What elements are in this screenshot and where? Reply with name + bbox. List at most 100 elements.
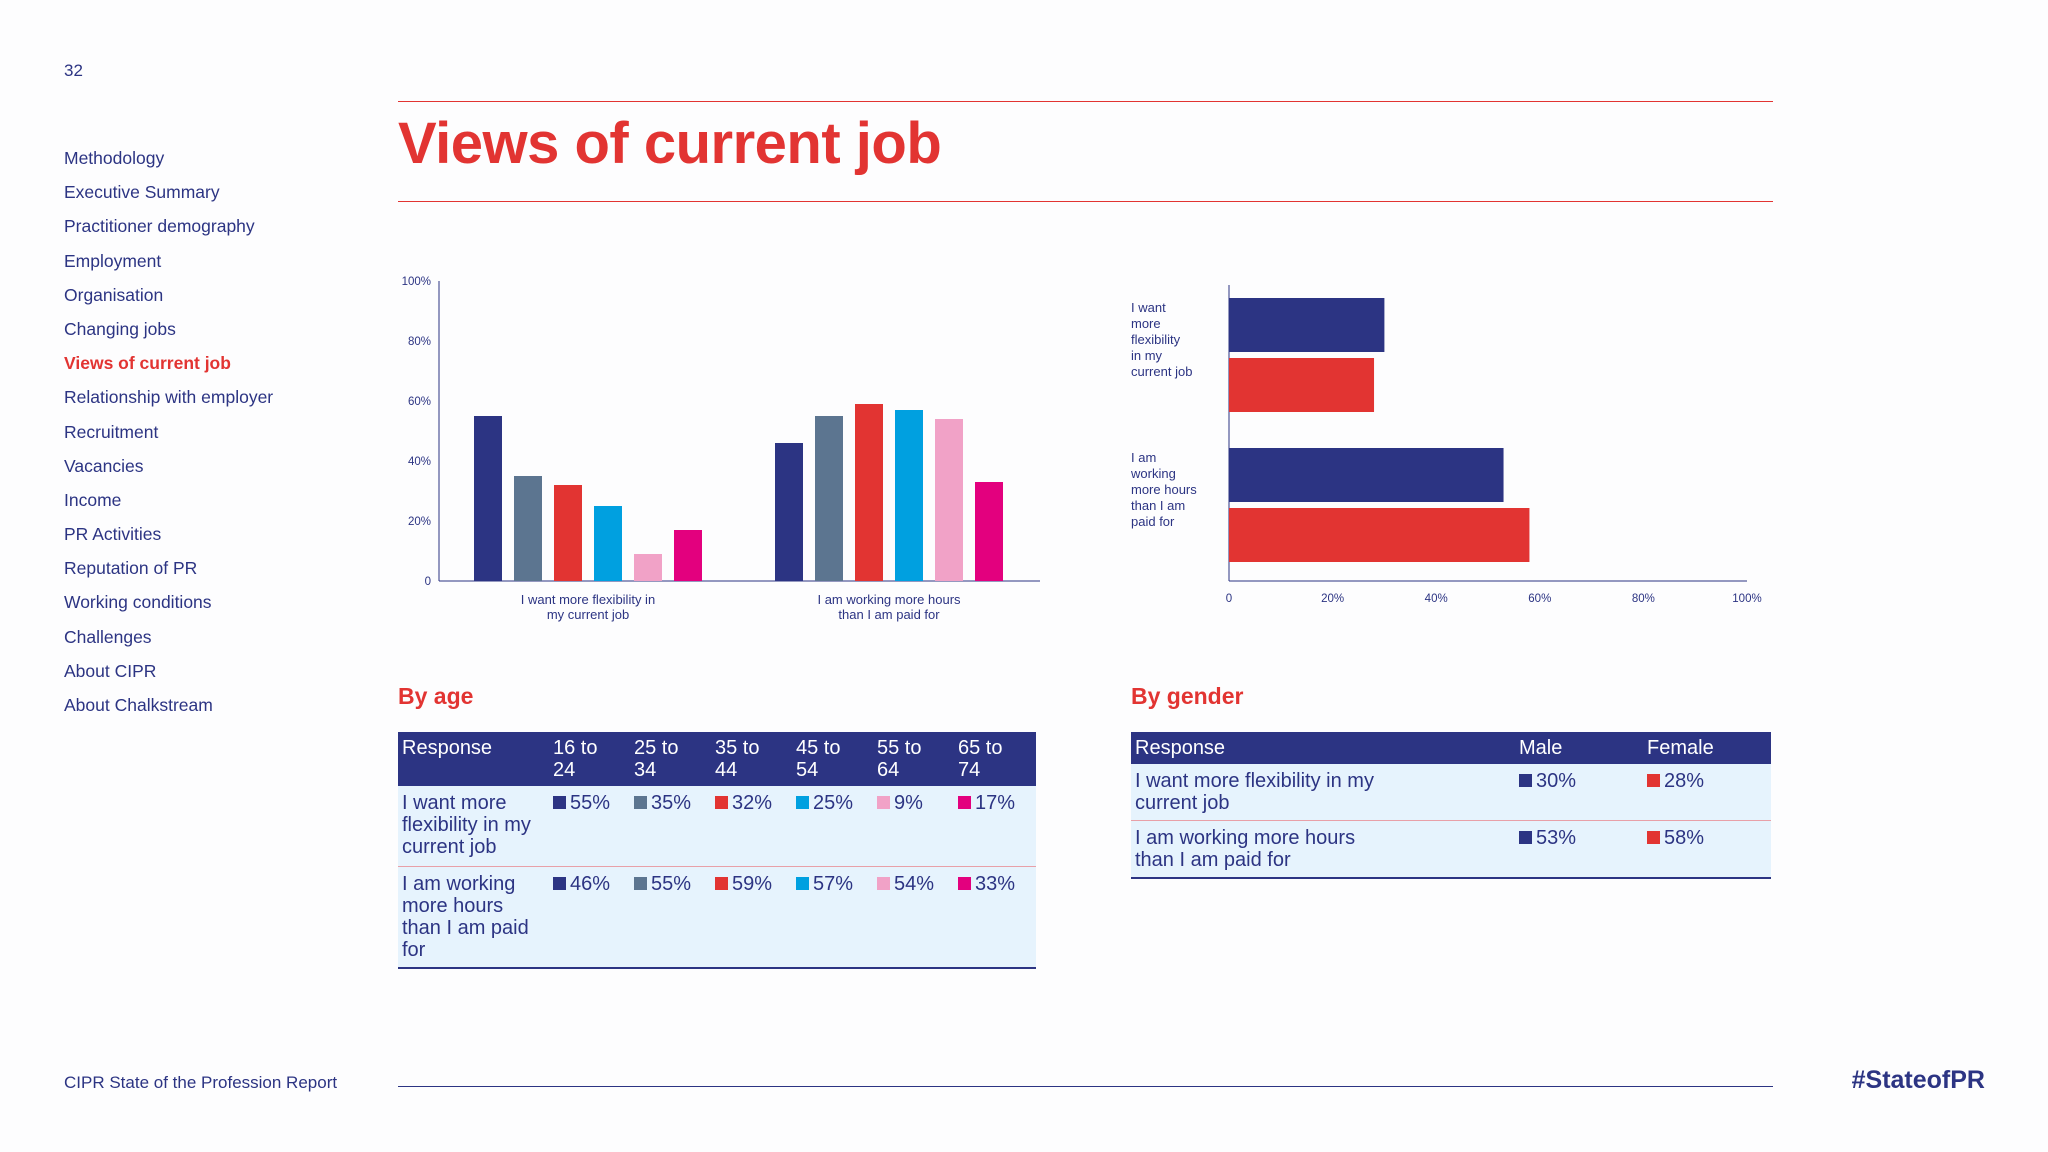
percent-value: 53% — [1536, 827, 1577, 849]
color-swatch — [1647, 831, 1660, 844]
header-line: 74 — [958, 759, 981, 781]
footer-rule — [398, 1086, 1773, 1087]
bar-25-to-34-2 — [815, 416, 843, 581]
color-swatch — [796, 796, 809, 809]
value-cell: 9% — [873, 786, 954, 867]
y-tick-label: 60% — [408, 396, 431, 408]
response-cell: I want more flexibility in my current job — [398, 786, 549, 867]
sidebar-item-reputation-of-pr[interactable]: Reputation of PR — [64, 558, 198, 579]
y-category-label: more hours — [1131, 482, 1197, 497]
x-category-label: my current job — [547, 607, 629, 622]
sidebar-item-income[interactable]: Income — [64, 489, 122, 510]
response-line: I am working more hours — [1135, 827, 1356, 849]
footer-report-name: CIPR State of the Profession Report — [64, 1073, 338, 1092]
value-cell: 55% — [630, 866, 711, 969]
column-header-response: Response — [1131, 732, 1515, 764]
bar-35-to-44-1 — [554, 485, 582, 581]
x-tick-label: 60% — [1528, 593, 1551, 605]
header-line: 44 — [715, 759, 738, 781]
sidebar-item-working-conditions[interactable]: Working conditions — [64, 592, 212, 613]
percent-value: 58% — [1664, 827, 1705, 849]
footer-hashtag[interactable]: #StateofPR — [1851, 1066, 1985, 1094]
x-tick-label: 100% — [1732, 593, 1761, 605]
value-cell: 33% — [954, 866, 1036, 969]
color-swatch — [958, 877, 971, 890]
page-number: 32 — [64, 61, 83, 80]
sidebar-item-executive-summary[interactable]: Executive Summary — [64, 182, 220, 203]
bar-65-to-74-1 — [674, 530, 702, 581]
column-header-age: 35 to 44 — [711, 732, 792, 786]
sidebar-item-views-of-current-job[interactable]: Views of current job — [64, 353, 231, 374]
percent-value: 17% — [975, 792, 1016, 814]
sidebar-item-recruitment[interactable]: Recruitment — [64, 421, 159, 442]
page-title: Views of current job — [398, 111, 942, 176]
sidebar-item-practitioner-demography[interactable]: Practitioner demography — [64, 216, 255, 237]
y-tick-label: 0 — [425, 576, 431, 588]
color-swatch — [877, 877, 890, 890]
color-swatch — [877, 796, 890, 809]
percent-value: 55% — [651, 873, 692, 895]
x-category-label: I am working more hours — [817, 592, 961, 607]
x-tick-label: 80% — [1632, 593, 1655, 605]
percent-value: 57% — [813, 873, 854, 895]
percent-value: 32% — [732, 792, 773, 814]
response-line: flexibility in my — [402, 814, 531, 836]
y-tick-label: 100% — [402, 276, 431, 288]
column-header-age: 16 to 24 — [549, 732, 630, 786]
value-cell: 32% — [711, 786, 792, 867]
gender-table: Response Male Female I want more flexibili… — [1131, 732, 1771, 879]
y-tick-label: 80% — [408, 336, 431, 348]
sidebar-item-methodology[interactable]: Methodology — [64, 148, 165, 168]
y-category-label: current job — [1131, 364, 1192, 379]
header-line: 65 to — [958, 737, 1003, 759]
percent-value: 9% — [894, 792, 923, 814]
sidebar-item-challenges[interactable]: Challenges — [64, 626, 152, 647]
sidebar-item-employment[interactable]: Employment — [64, 250, 162, 271]
response-cell: I am working more hours than I am paid for — [398, 866, 549, 969]
sidebar-item-about-chalkstream[interactable]: About Chalkstream — [64, 695, 213, 715]
gender-bar-chart: 0 20% 40% 60% 80% 100% I wantmoreflexibilityin… — [1130, 285, 1762, 605]
sidebar-item-pr-activities[interactable]: PR Activities — [64, 524, 162, 545]
response-line: I want more — [402, 792, 507, 814]
table-row: I am working more hours than I am paid for 4… — [398, 866, 1036, 969]
value-cell: 57% — [792, 866, 873, 969]
column-header-age: 25 to 34 — [630, 732, 711, 786]
bar-25-to-34-1 — [514, 476, 542, 581]
bar-16-to-24-1 — [474, 416, 502, 581]
color-swatch — [634, 796, 647, 809]
column-header-age: 45 to 54 — [792, 732, 873, 786]
response-line: current job — [402, 836, 497, 858]
gender-table-heading: By gender — [1131, 683, 1244, 709]
bar-male-1 — [1229, 298, 1385, 352]
sidebar-item-relationship-with-employer[interactable]: Relationship with employer — [64, 387, 274, 408]
sidebar-item-vacancies[interactable]: Vacancies — [64, 455, 144, 476]
header-line: 45 to — [796, 737, 841, 759]
y-category-label: I am — [1131, 450, 1156, 465]
x-tick-label: 40% — [1425, 593, 1448, 605]
table-row: I am working more hours than I am paid fo… — [1131, 820, 1771, 879]
bar-female-1 — [1229, 358, 1375, 412]
response-line: more hours — [402, 895, 504, 917]
y-category-label: paid for — [1131, 514, 1175, 529]
sidebar-item-organisation[interactable]: Organisation — [64, 284, 164, 305]
percent-value: 55% — [570, 792, 611, 814]
title-rule-top — [398, 101, 1773, 102]
sidebar-nav: Methodology Executive Summary Practitioner… — [64, 146, 364, 727]
sidebar-item-changing-jobs[interactable]: Changing jobs — [64, 318, 176, 339]
value-cell: 54% — [873, 866, 954, 969]
table-row: I want more flexibility in my current job 5… — [398, 786, 1036, 867]
column-header-age: 55 to 64 — [873, 732, 954, 786]
response-line: current job — [1135, 792, 1230, 814]
sidebar-item-about-cipr[interactable]: About CIPR — [64, 660, 157, 681]
y-category-label: than I am — [1131, 498, 1185, 513]
value-cell: 17% — [954, 786, 1036, 867]
percent-value: 30% — [1536, 770, 1577, 792]
header-line: Response — [402, 737, 493, 759]
percent-value: 33% — [975, 873, 1016, 895]
bar-35-to-44-2 — [855, 404, 883, 581]
y-category-label: more — [1131, 316, 1161, 331]
percent-value: 35% — [651, 792, 692, 814]
color-swatch — [796, 877, 809, 890]
value-cell: 28% — [1643, 764, 1771, 821]
color-swatch — [715, 796, 728, 809]
